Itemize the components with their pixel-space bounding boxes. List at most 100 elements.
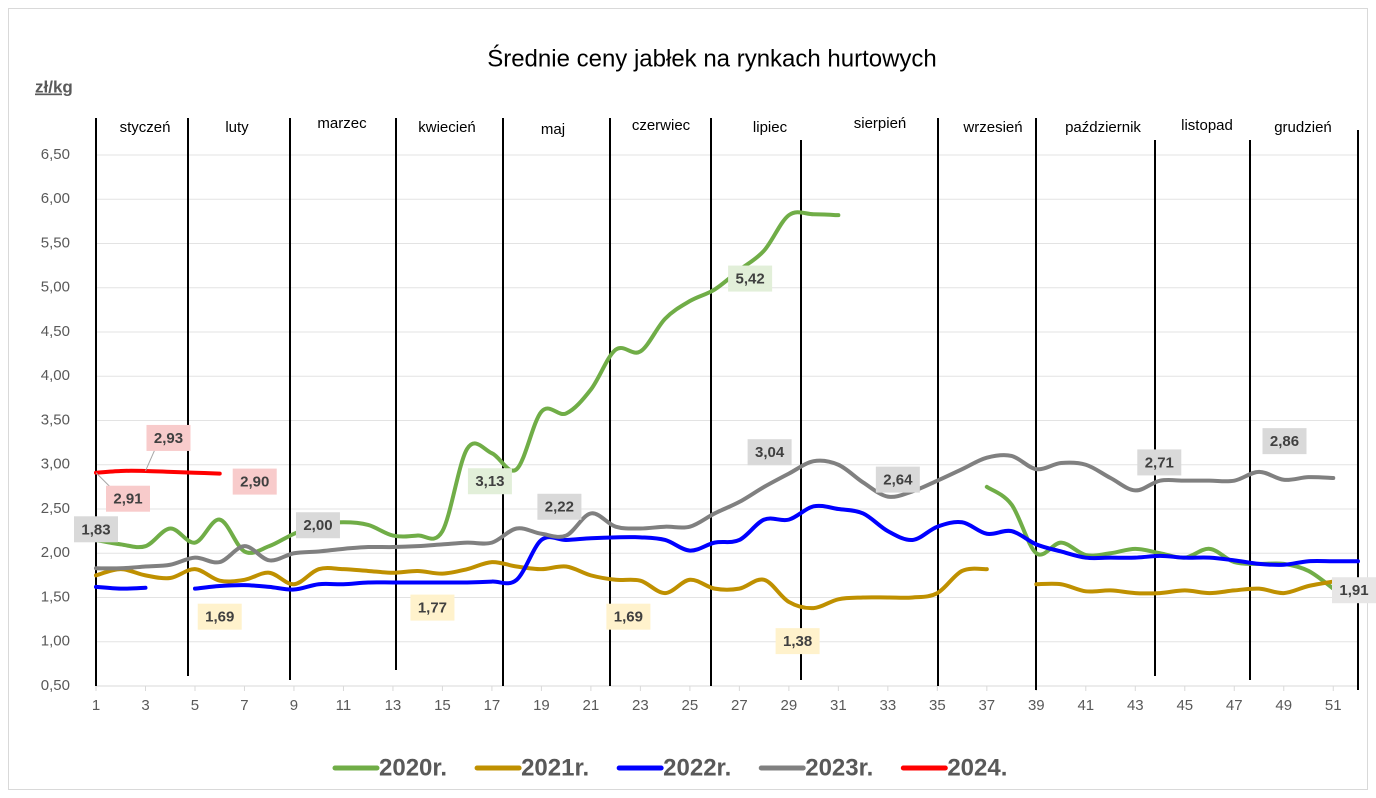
- chart-title: Średnie ceny jabłek na rynkach hurtowych: [487, 44, 937, 72]
- y-tick-label: 6,00: [41, 190, 70, 207]
- y-tick-label: 2,00: [41, 544, 70, 561]
- data-label-box: [606, 603, 651, 630]
- data-label: 2,00: [303, 517, 332, 534]
- month-label: maj: [541, 121, 565, 138]
- x-tick-label: 13: [385, 697, 402, 714]
- series-line: [94, 584, 148, 591]
- x-tick-label: 27: [731, 697, 748, 714]
- series-line: [94, 453, 1336, 571]
- data-label: 1,91: [1339, 582, 1368, 599]
- series-line: [94, 210, 841, 555]
- x-tick-label: 21: [583, 697, 600, 714]
- x-tick-label: 3: [141, 697, 149, 714]
- month-label: wrzesień: [962, 119, 1022, 136]
- data-label-box: [410, 594, 455, 621]
- month-label: lipiec: [753, 119, 788, 136]
- series-line: [192, 503, 1360, 592]
- data-label: 3,04: [755, 444, 785, 461]
- x-tick-label: 51: [1325, 697, 1342, 714]
- x-tick-label: 31: [830, 697, 847, 714]
- data-label: 2,86: [1270, 433, 1299, 450]
- data-label-box: [106, 485, 150, 512]
- data-label: 5,42: [736, 271, 765, 288]
- data-label-box: [467, 468, 512, 495]
- y-tick-label: 5,00: [41, 279, 70, 296]
- x-tick-label: 29: [781, 697, 798, 714]
- data-label-box: [728, 265, 773, 292]
- month-label: sierpień: [854, 115, 907, 132]
- legend-label: 2022r.: [663, 754, 731, 781]
- x-tick-label: 43: [1127, 697, 1144, 714]
- x-tick-label: 35: [929, 697, 946, 714]
- data-label-box: [295, 512, 340, 539]
- data-label-box: [146, 424, 191, 451]
- data-label: 2,22: [545, 499, 574, 516]
- x-tick-label: 17: [484, 697, 501, 714]
- legend-label: 2020r.: [379, 754, 447, 781]
- data-label: 1,83: [81, 521, 110, 538]
- y-axis-label: zł/kg: [35, 77, 73, 96]
- x-tick-label: 15: [434, 697, 451, 714]
- data-label: 1,69: [205, 609, 234, 626]
- data-label-box: [232, 468, 277, 495]
- data-label-box: [1262, 428, 1307, 455]
- x-tick-label: 37: [978, 697, 995, 714]
- month-label: kwiecień: [418, 119, 476, 136]
- chart-border: [8, 8, 1368, 790]
- data-label: 1,38: [783, 633, 812, 650]
- month-label: luty: [225, 119, 249, 136]
- month-label: styczeń: [120, 119, 171, 136]
- data-label: 2,90: [240, 474, 269, 491]
- legend-label: 2021r.: [521, 754, 589, 781]
- data-label-box: [875, 466, 920, 493]
- y-tick-label: 0,50: [41, 677, 70, 694]
- month-label: listopad: [1181, 117, 1233, 134]
- x-tick-label: 23: [632, 697, 649, 714]
- y-tick-label: 3,50: [41, 411, 70, 428]
- y-tick-label: 2,50: [41, 500, 70, 517]
- x-tick-label: 9: [290, 697, 298, 714]
- x-tick-label: 45: [1176, 697, 1193, 714]
- y-tick-label: 6,50: [41, 146, 70, 163]
- data-label: 2,64: [883, 472, 913, 489]
- y-tick-label: 5,50: [41, 234, 70, 251]
- data-label: 1,69: [614, 609, 643, 626]
- x-tick-label: 39: [1028, 697, 1045, 714]
- month-label: czerwiec: [632, 117, 691, 134]
- y-tick-label: 3,00: [41, 456, 70, 473]
- x-tick-label: 11: [336, 697, 352, 714]
- data-label: 2,93: [154, 430, 183, 447]
- legend-label: 2023r.: [805, 754, 873, 781]
- y-tick-label: 1,50: [41, 588, 70, 605]
- data-label-box: [74, 516, 118, 543]
- month-label: marzec: [317, 115, 367, 132]
- series-line: [1034, 579, 1336, 596]
- legend-label: 2024.: [947, 754, 1007, 781]
- month-label: grudzień: [1274, 119, 1332, 136]
- data-label: 2,71: [1145, 454, 1174, 471]
- data-label-box: [747, 439, 792, 466]
- y-tick-label: 4,00: [41, 367, 70, 384]
- x-tick-label: 33: [879, 697, 896, 714]
- x-tick-label: 19: [533, 697, 550, 714]
- data-label-box: [1332, 577, 1376, 604]
- data-label: 3,13: [475, 473, 504, 490]
- month-label: październik: [1065, 119, 1141, 136]
- data-label: 2,91: [113, 491, 142, 508]
- data-label-box: [537, 493, 582, 520]
- data-label: 1,77: [418, 600, 447, 617]
- data-label-box: [1137, 449, 1182, 476]
- data-label-box: [775, 628, 820, 655]
- y-tick-label: 4,50: [41, 323, 70, 340]
- x-tick-label: 41: [1077, 697, 1094, 714]
- y-tick-label: 1,00: [41, 633, 70, 650]
- data-label-box: [197, 603, 242, 630]
- x-tick-label: 7: [240, 697, 248, 714]
- x-tick-label: 25: [682, 697, 699, 714]
- x-tick-label: 1: [92, 697, 100, 714]
- x-tick-label: 47: [1226, 697, 1243, 714]
- series-line: [94, 468, 222, 476]
- x-tick-label: 49: [1275, 697, 1292, 714]
- x-tick-label: 5: [191, 697, 199, 714]
- series-line: [94, 560, 989, 611]
